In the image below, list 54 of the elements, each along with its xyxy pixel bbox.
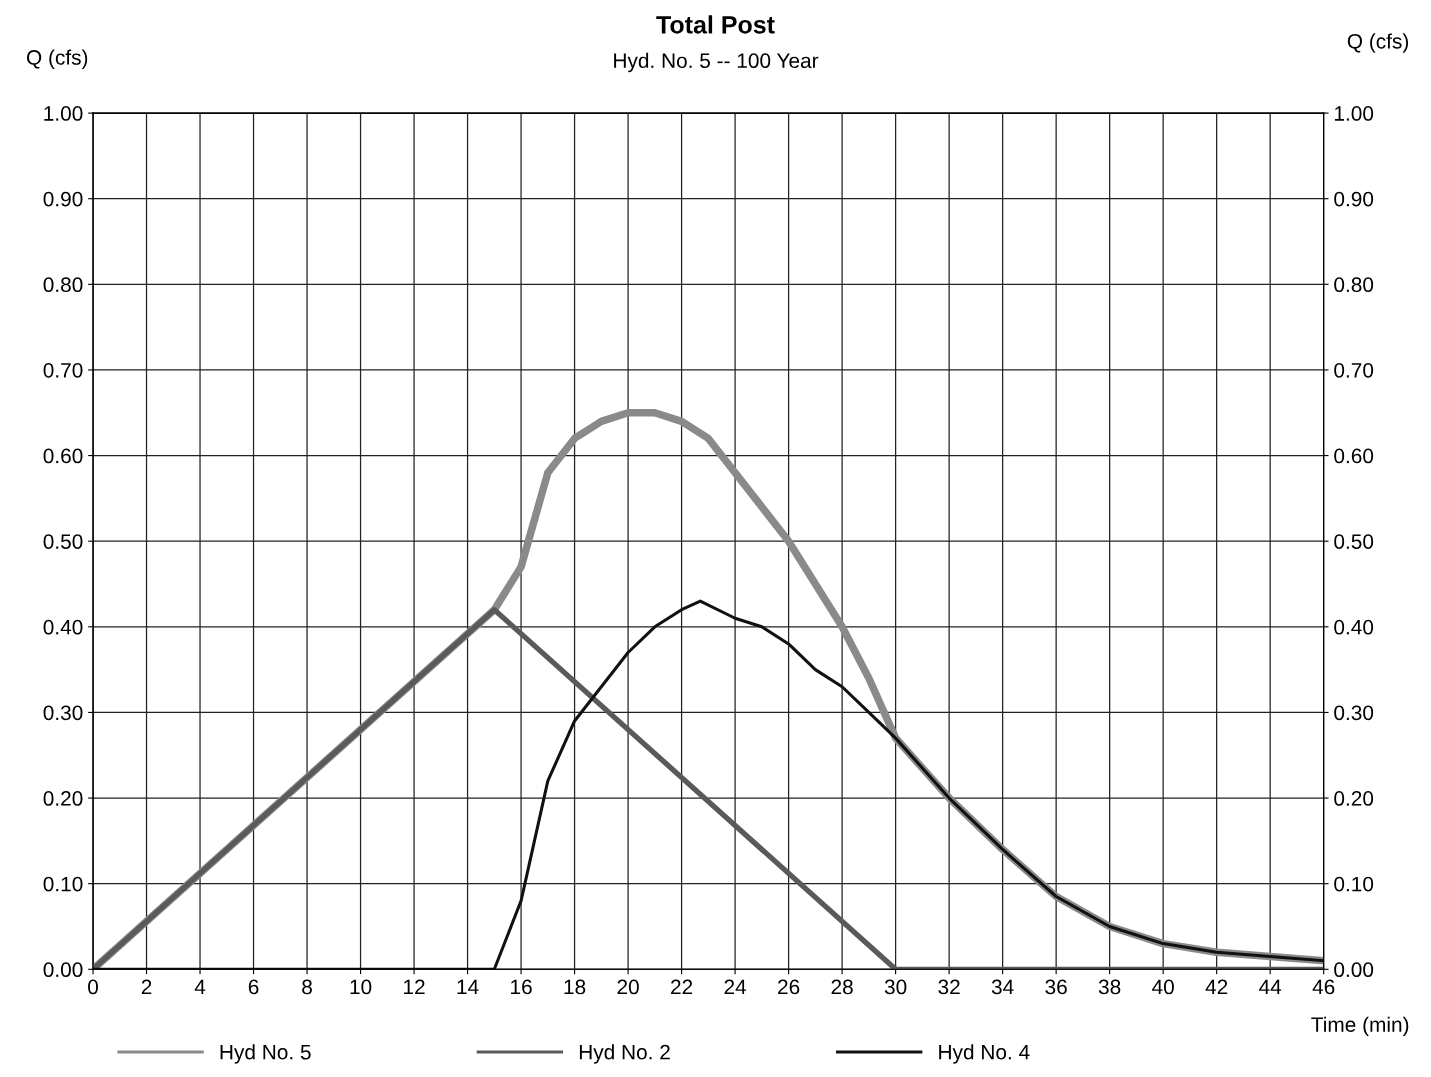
x-tick-label: 40 [1152, 979, 1174, 995]
x-tick-label: 18 [564, 979, 586, 995]
x-tick-label: 32 [938, 979, 960, 995]
x-tick-label: 8 [302, 979, 312, 995]
y2-tick-label: 0.90 [1334, 191, 1374, 207]
x-tick-label: 44 [1259, 979, 1282, 995]
legend-label: Hyd No. 2 [579, 1044, 670, 1064]
y2-tick-label: 0.70 [1334, 362, 1374, 378]
x-tick-label: 24 [724, 979, 747, 995]
y2-tick-label: 0.80 [1334, 277, 1374, 293]
y-tick-label: 0.70 [43, 362, 83, 378]
x-tick-label: 42 [1205, 979, 1228, 995]
y2-tick-label: 0.50 [1334, 534, 1374, 549]
x-tick-label: 26 [778, 979, 800, 995]
x-tick-label: 0 [88, 979, 98, 995]
x-tick-label: 10 [350, 979, 372, 995]
y2-tick-label: 0.20 [1334, 791, 1374, 806]
x-tick-label: 22 [671, 979, 693, 995]
y-tick-label: 0.50 [43, 534, 83, 549]
y2-tick-label: 0.10 [1334, 876, 1374, 892]
x-tick-label: 30 [884, 979, 907, 995]
y2-tick-label: 0.00 [1334, 962, 1374, 978]
y-tick-label: 0.20 [43, 791, 83, 806]
y-tick-label: 0.60 [43, 448, 83, 464]
x-tick-label: 38 [1098, 979, 1121, 995]
y-tick-label: 0.40 [43, 619, 83, 635]
x-tick-label: 46 [1312, 979, 1335, 995]
chart-title: Total Post [656, 15, 775, 34]
x-tick-label: 12 [404, 979, 425, 995]
y-tick-label: 0.00 [43, 962, 83, 978]
x-tick-label: 4 [194, 979, 206, 995]
x-tick-label: 16 [511, 979, 532, 995]
y-tick-label: 0.30 [43, 705, 83, 721]
x-tick-label: 36 [1045, 979, 1067, 995]
y-tick-label: 0.80 [43, 277, 83, 293]
y-tick-label: 1.00 [44, 106, 83, 121]
chart-subtitle: Hyd. No. 5 -- 100 Year [614, 52, 819, 73]
y2-tick-label: 0.40 [1334, 619, 1374, 635]
y-tick-label: 0.90 [43, 191, 83, 207]
y2-tick-label: 0.30 [1334, 705, 1374, 721]
x-tick-label: 20 [617, 979, 639, 995]
x-tick-label: 6 [248, 979, 259, 995]
x-tick-label: 28 [831, 979, 853, 995]
legend-label: Hyd No. 5 [220, 1044, 311, 1064]
y2-axis-title: Q (cfs) [1347, 33, 1409, 53]
y-axis-title: Q (cfs) [26, 49, 88, 69]
x-tick-label: 34 [991, 979, 1014, 995]
x-tick-label: 14 [457, 979, 479, 995]
legend-label: Hyd No. 4 [939, 1044, 1030, 1064]
y2-tick-label: 0.60 [1334, 448, 1374, 464]
x-tick-label: 2 [141, 979, 152, 995]
x-axis-title: Time (min) [1311, 1016, 1409, 1037]
y2-tick-label: 1.00 [1334, 106, 1374, 121]
y-tick-label: 0.10 [43, 876, 83, 892]
